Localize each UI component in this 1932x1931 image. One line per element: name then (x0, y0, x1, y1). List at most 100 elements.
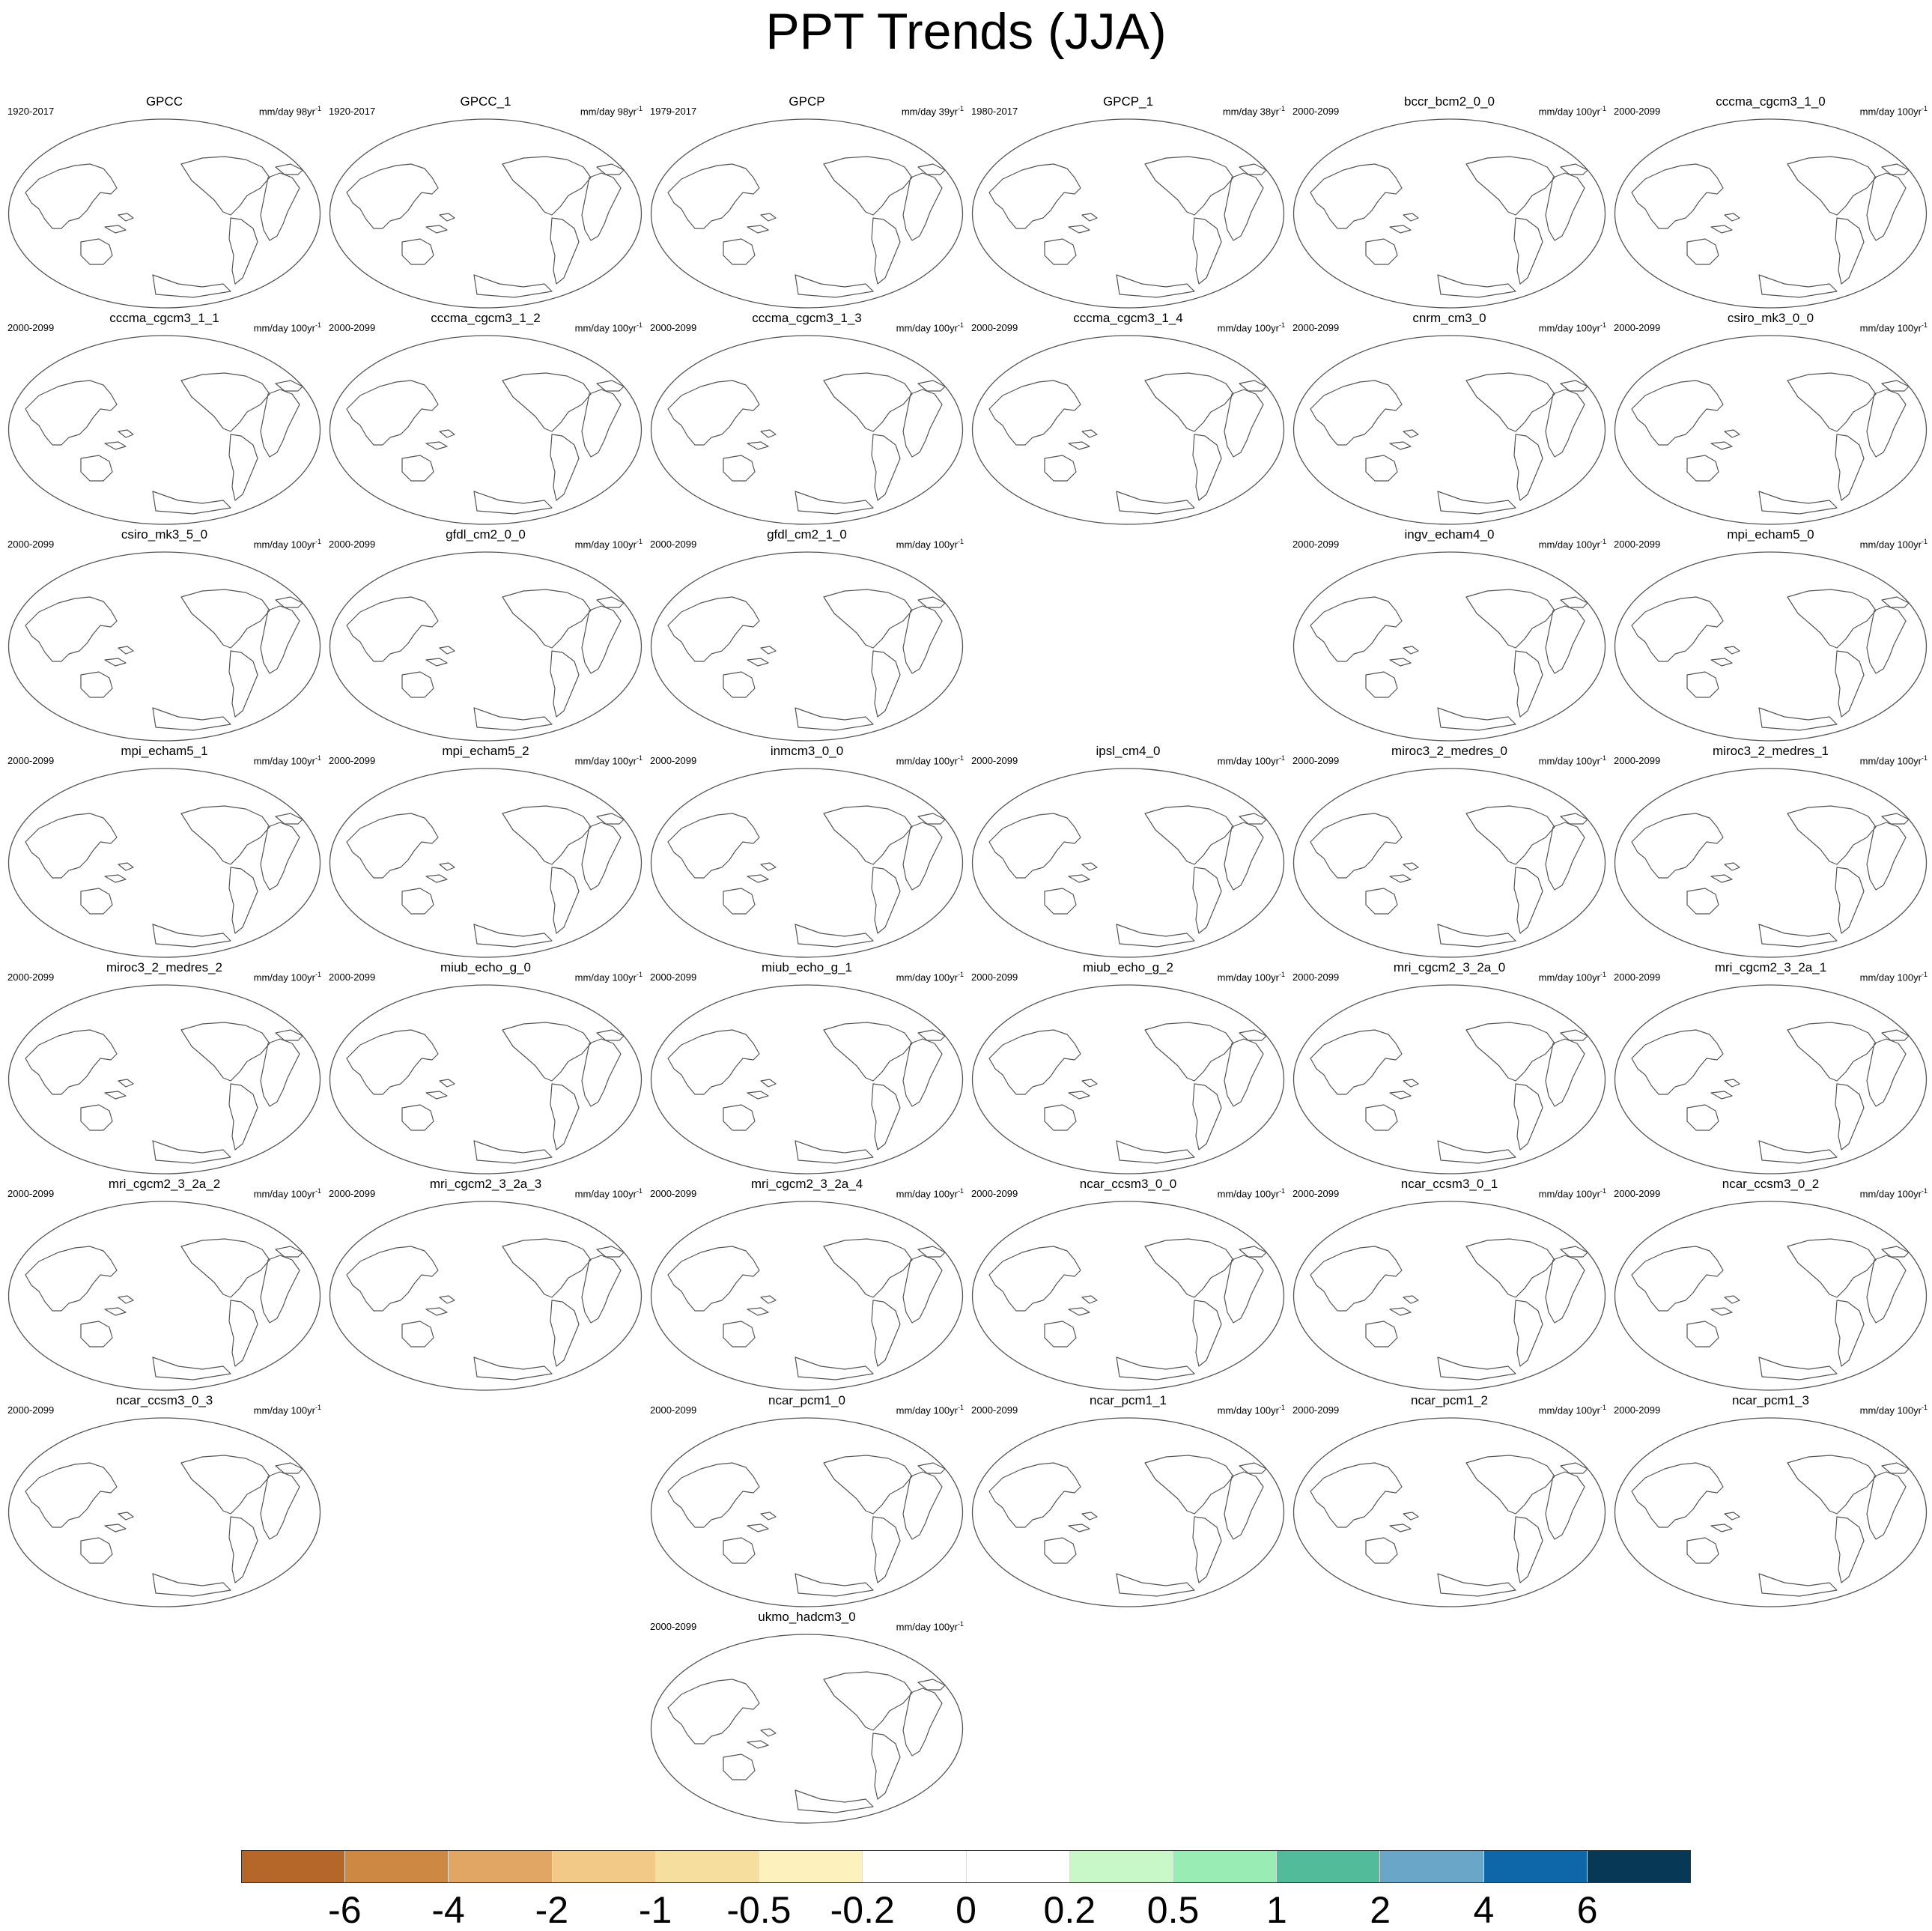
panel-period: 2000-2099 (329, 539, 375, 551)
panel-units-exponent: -1 (315, 1404, 321, 1411)
panel-units-exponent: -1 (1279, 105, 1285, 112)
map-plot (6, 312, 323, 525)
panel-period: 2000-2099 (7, 1404, 54, 1416)
panel-units-text: mm/day 100yr (1539, 539, 1600, 550)
panel-units: mm/day 100yr-1 (254, 752, 321, 767)
panel-units-text: mm/day 100yr (575, 755, 637, 766)
panel-units-text: mm/day 100yr (896, 1621, 958, 1632)
colorbar-cell (1173, 1851, 1277, 1882)
panel-period: 2000-2099 (1614, 1188, 1660, 1200)
panel-units-text: mm/day 100yr (1860, 755, 1922, 766)
panel-units-exponent: -1 (637, 105, 643, 112)
map-plot (648, 961, 965, 1174)
panel-period: 2000-2099 (971, 322, 1018, 334)
panel-units: mm/day 100yr-1 (575, 536, 643, 551)
colorbar-label: -6 (328, 1889, 361, 1931)
map-plot (327, 745, 644, 958)
panel-period: 2000-2099 (1614, 106, 1660, 118)
panel-units-exponent: -1 (1279, 321, 1285, 329)
panel-units: mm/day 38yr-1 (1223, 103, 1285, 118)
panel-units: mm/day 98yr-1 (580, 103, 643, 118)
panel-units-text: mm/day 100yr (254, 971, 315, 983)
panel-units-exponent: -1 (1279, 1187, 1285, 1195)
panel-period: 2000-2099 (1292, 539, 1339, 551)
panel-units-exponent: -1 (1600, 538, 1606, 545)
panel-units: mm/day 100yr-1 (1539, 1401, 1606, 1416)
panel-units-text: mm/day 98yr (259, 106, 315, 117)
panel-units-exponent: -1 (958, 538, 964, 545)
map-plot (6, 1394, 323, 1607)
panel-units: mm/day 100yr-1 (254, 1185, 321, 1200)
colorbar-cell (1380, 1851, 1483, 1882)
panel-period: 2000-2099 (7, 539, 54, 551)
panel-period: 2000-2099 (7, 322, 54, 334)
map-plot (327, 312, 644, 525)
panel-units: mm/day 100yr-1 (254, 536, 321, 551)
panel-units-exponent: -1 (315, 754, 321, 762)
colorbar-label: 0.2 (1044, 1889, 1096, 1931)
panel-units: mm/day 100yr-1 (896, 1401, 964, 1416)
panel-units-text: mm/day 100yr (1539, 971, 1600, 983)
map-plot (648, 1610, 965, 1824)
panel-units-exponent: -1 (315, 321, 321, 329)
panel-units-exponent: -1 (1922, 1404, 1928, 1411)
panel-units-exponent: -1 (958, 754, 964, 762)
panel-units-text: mm/day 100yr (1218, 1188, 1279, 1199)
map-plot (970, 95, 1287, 309)
colorbar-label: -0.2 (830, 1889, 895, 1931)
panel-units-exponent: -1 (315, 971, 321, 978)
colorbar-cell (759, 1851, 863, 1882)
map-plot (1612, 95, 1929, 309)
panel-period: 2000-2099 (329, 971, 375, 983)
panel-units-exponent: -1 (958, 1187, 964, 1195)
map-plot (648, 312, 965, 525)
panel-units-text: mm/day 39yr (902, 106, 958, 117)
panel-units: mm/day 100yr-1 (1218, 968, 1285, 983)
panel-period: 2000-2099 (1292, 1188, 1339, 1200)
panel-units-text: mm/day 100yr (575, 539, 637, 550)
panel-units-exponent: -1 (1600, 105, 1606, 112)
panel-units-exponent: -1 (958, 1620, 964, 1628)
panel-units: mm/day 100yr-1 (1218, 752, 1285, 767)
panel-units-text: mm/day 100yr (1860, 322, 1922, 333)
panel-period: 2000-2099 (971, 1188, 1018, 1200)
panel-units-exponent: -1 (958, 1404, 964, 1411)
panel-units-exponent: -1 (1600, 754, 1606, 762)
page-title: PPT Trends (JJA) (0, 1, 1932, 61)
panel-units-text: mm/day 100yr (1218, 755, 1279, 766)
map-plot (1612, 961, 1929, 1174)
map-plot (1291, 1177, 1608, 1391)
colorbar-cell (863, 1851, 966, 1882)
panel-units-exponent: -1 (637, 321, 643, 329)
panel-period: 2000-2099 (971, 1404, 1018, 1416)
panel-period: 2000-2099 (650, 755, 696, 767)
panel-units-exponent: -1 (637, 1187, 643, 1195)
map-plot (970, 745, 1287, 958)
panel-units: mm/day 100yr-1 (1539, 968, 1606, 983)
map-plot (1612, 312, 1929, 525)
panel-units-exponent: -1 (1922, 754, 1928, 762)
panel-units-text: mm/day 100yr (254, 1404, 315, 1416)
colorbar-cell (553, 1851, 656, 1882)
panel-units-exponent: -1 (958, 971, 964, 978)
colorbar-label: 1 (1266, 1889, 1287, 1931)
panel-units-text: mm/day 38yr (1223, 106, 1279, 117)
panel-units: mm/day 100yr-1 (575, 752, 643, 767)
panel-period: 2000-2099 (1292, 1404, 1339, 1416)
panel-units-text: mm/day 100yr (1539, 322, 1600, 333)
panel-units-exponent: -1 (315, 1187, 321, 1195)
